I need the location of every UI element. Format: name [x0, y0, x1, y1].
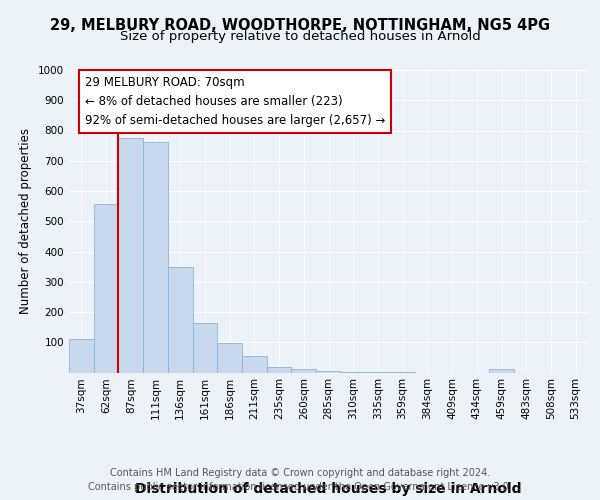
Bar	[168, 267, 193, 372]
Bar	[94, 204, 118, 372]
Y-axis label: Number of detached properties: Number of detached properties	[19, 128, 32, 314]
Bar	[292, 368, 316, 372]
Bar	[316, 371, 341, 372]
Bar	[69, 338, 94, 372]
Text: 29 MELBURY ROAD: 70sqm
← 8% of detached houses are smaller (223)
92% of semi-det: 29 MELBURY ROAD: 70sqm ← 8% of detached …	[85, 76, 385, 127]
Bar	[193, 323, 217, 372]
Bar	[118, 138, 143, 372]
Bar	[267, 367, 292, 372]
Bar	[242, 356, 267, 372]
X-axis label: Distribution of detached houses by size in Arnold: Distribution of detached houses by size …	[135, 482, 522, 496]
Bar	[217, 343, 242, 372]
Text: 29, MELBURY ROAD, WOODTHORPE, NOTTINGHAM, NG5 4PG: 29, MELBURY ROAD, WOODTHORPE, NOTTINGHAM…	[50, 18, 550, 32]
Bar	[143, 142, 168, 372]
Bar	[489, 370, 514, 372]
Text: Contains HM Land Registry data © Crown copyright and database right 2024.
Contai: Contains HM Land Registry data © Crown c…	[88, 468, 512, 492]
Text: Size of property relative to detached houses in Arnold: Size of property relative to detached ho…	[119, 30, 481, 43]
